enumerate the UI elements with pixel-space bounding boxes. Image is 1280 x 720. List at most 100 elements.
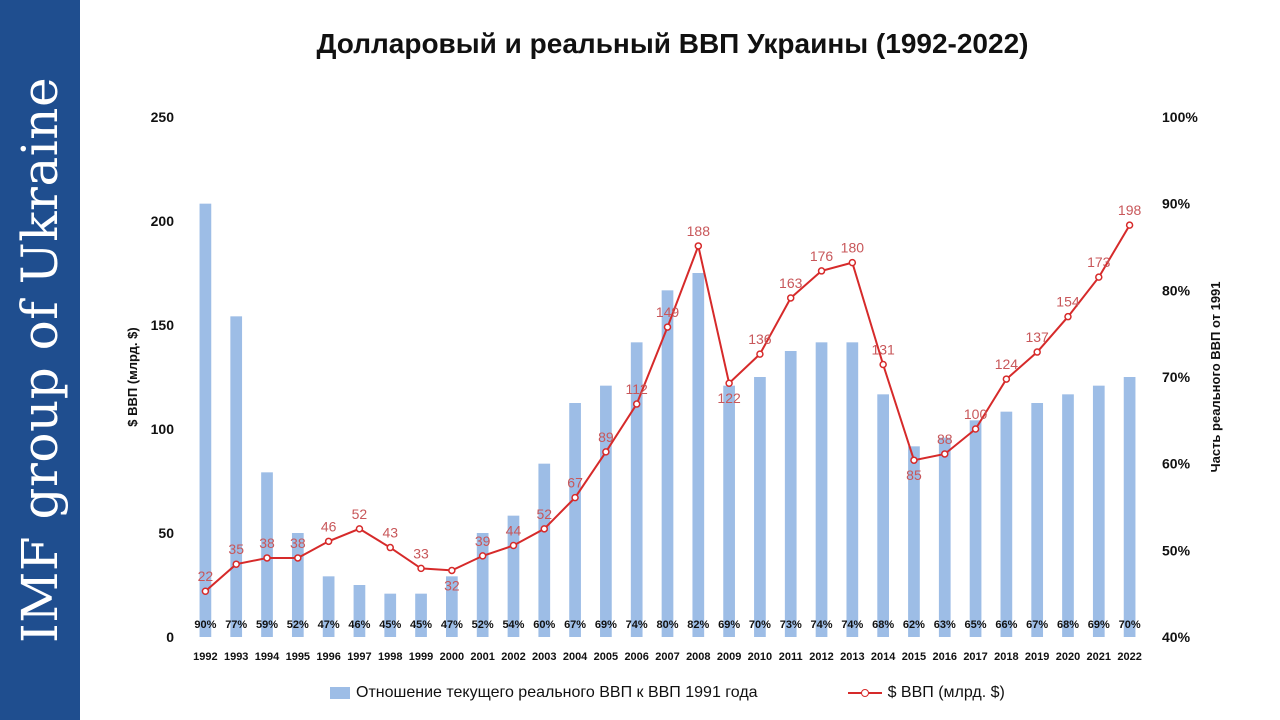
line-value-label: 38 [290,535,306,551]
line-value-label: 38 [259,535,275,551]
bar [877,394,889,637]
bar-label: 63% [934,619,956,631]
bar-label: 70% [1119,619,1141,631]
line-value-label: 22 [198,568,214,584]
right-axis-tick: 80% [1162,282,1191,298]
line-value-label: 131 [871,342,895,358]
x-axis-tick: 2015 [902,651,926,663]
line-point [694,242,703,250]
bar-label: 69% [1088,619,1110,631]
bar-label: 68% [1057,619,1079,631]
line-value-label: 52 [536,506,552,522]
bar-label: 67% [1026,619,1048,631]
x-axis-tick: 2020 [1056,651,1080,663]
left-axis-title: $ ВВП (млрд. $) [125,327,140,426]
line-point [386,543,394,552]
x-axis-tick: 2011 [779,651,803,663]
bar [1123,377,1136,637]
bar [784,351,797,637]
bar-label: 46% [348,619,370,631]
x-axis-tick: 1998 [378,651,402,663]
line-point [725,379,733,387]
x-axis-tick: 2001 [470,651,494,663]
line-point [509,541,518,550]
left-axis-tick: 100 [151,421,175,437]
line-value-label: 176 [810,248,834,264]
bar [692,273,705,637]
bar-label: 68% [872,619,894,631]
line-point [201,587,210,595]
line-point [848,258,857,267]
bar [1062,394,1074,637]
line-value-label: 136 [748,331,772,347]
bar [415,593,427,637]
bar [815,342,828,637]
bar [446,576,458,637]
x-axis-tick: 2000 [440,651,464,663]
left-axis-tick: 150 [151,317,175,333]
bar [1092,385,1105,637]
bar-label: 67% [564,619,586,631]
line-value-label: 35 [228,541,244,557]
bar [1000,411,1013,637]
bar [384,593,397,637]
bar-label: 52% [287,619,309,631]
line-point [571,493,579,502]
bar-label: 69% [595,619,617,631]
line-point [540,525,549,533]
chart-legend: Отношение текущего реального ВВП к ВВП 1… [330,684,1005,702]
bar [353,585,366,637]
right-axis-tick: 60% [1162,456,1191,472]
bar [322,576,335,637]
line-value-label: 173 [1087,254,1111,270]
line-point [232,560,240,568]
line-point [1033,348,1041,356]
right-axis-tick: 90% [1162,196,1191,212]
x-axis-tick: 2018 [994,651,1018,663]
right-axis-tick: 70% [1162,369,1191,385]
line-value-label: 112 [626,381,649,397]
bar [230,316,243,637]
line-value-label: 32 [444,577,460,593]
line-value-label: 46 [321,518,337,534]
x-axis-tick: 1992 [193,651,217,663]
bar-label: 45% [379,619,401,631]
line-value-label: 67 [567,475,583,491]
x-axis-tick: 1996 [316,651,340,663]
line-value-label: 43 [382,525,398,541]
line-point [786,294,795,302]
bar-label: 62% [903,619,925,631]
legend-line-label: $ ВВП (млрд. $) [887,684,1005,701]
line-value-label: 39 [475,533,491,549]
x-axis-tick: 2016 [933,651,957,663]
x-axis-tick: 2002 [501,651,525,663]
legend-line-swatch [847,686,882,700]
line-value-label: 89 [598,429,614,445]
chart-title: Долларовый и реальный ВВП Украины (1992-… [316,28,1029,59]
line-point [1064,312,1072,321]
bar-label: 73% [780,619,802,631]
right-axis-tick: 50% [1162,542,1191,558]
x-axis-tick: 2009 [717,651,741,663]
bar [507,515,520,637]
line-value-label: 188 [687,223,711,239]
x-axis-tick: 1993 [224,651,248,663]
line-point [879,360,887,369]
right-axis-tick: 40% [1162,629,1191,645]
bar-label: 65% [965,619,987,631]
line-value-label: 154 [1056,294,1080,310]
line-point [448,566,456,575]
legend-item-bars: Отношение текущего реального ВВП к ВВП 1… [330,684,758,702]
bar [723,385,735,637]
bar [754,377,766,637]
line-point [602,448,610,456]
bar-label: 80% [656,619,678,631]
bar [908,446,920,637]
bar-label: 47% [318,619,340,631]
line-value-label: 100 [964,406,988,422]
line-point [971,425,980,433]
bar-label: 82% [687,619,709,631]
bar [1031,403,1044,637]
bar-label: 66% [995,619,1017,631]
right-axis-title: Часть реального ВВП от 1991 [1208,281,1223,472]
